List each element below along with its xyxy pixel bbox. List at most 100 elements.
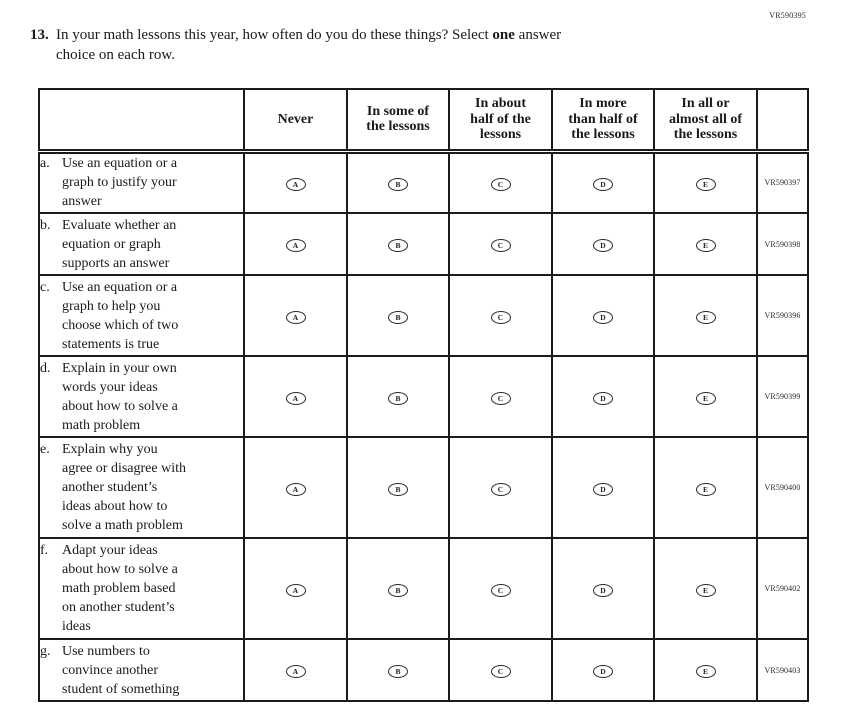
answer-cell-some: B [346, 212, 450, 276]
answer-cell-more-half: D [551, 355, 655, 438]
row-statement: f. Adapt your ideas about how to solve a… [38, 537, 245, 640]
row-code: VR590397 [756, 150, 809, 214]
header-all-or-almost-all: In all or almost all of the lessons [653, 88, 758, 154]
row-text: Use an equation or a graph to justify yo… [62, 156, 178, 210]
header-statement-blank [38, 88, 245, 154]
bubble-option-e[interactable]: E [695, 391, 716, 405]
question-number: 13. [30, 27, 49, 43]
table-row-e: e. Explain why you agree or disagree wit… [38, 436, 809, 539]
bubble-option-d[interactable]: D [593, 239, 613, 252]
bubble-option-b[interactable]: B [388, 665, 408, 678]
row-letter: b. [40, 217, 51, 233]
answer-cell-some: B [346, 274, 450, 357]
bubble-option-b[interactable]: B [388, 310, 408, 324]
bubble-option-b[interactable]: B [388, 177, 408, 191]
answer-cell-some: B [346, 638, 450, 702]
answer-cell-some: B [346, 436, 450, 539]
answer-cell-never: A [243, 212, 348, 276]
answer-cell-more-half: D [551, 537, 655, 640]
row-letter: d. [40, 360, 51, 376]
bubble-option-b[interactable]: B [388, 583, 408, 597]
bubble-option-d[interactable]: D [593, 391, 613, 405]
row-text: Use numbers to convince another student … [62, 643, 180, 697]
answer-cell-never: A [243, 537, 348, 640]
row-statement: d. Explain in your own words your ideas … [38, 355, 245, 438]
row-text: Explain why you agree or disagree with a… [62, 442, 186, 533]
header-code-blank [756, 88, 809, 154]
bubble-option-d[interactable]: D [593, 482, 613, 496]
table-row-c: c. Use an equation or a graph to help yo… [38, 274, 809, 357]
row-statement: g. Use numbers to convince another stude… [38, 638, 245, 702]
row-letter: f. [40, 543, 49, 558]
bubble-option-d[interactable]: D [593, 310, 613, 324]
answer-cell-never: A [243, 150, 348, 214]
bubble-option-d[interactable]: D [593, 665, 613, 678]
row-text: Use an equation or a graph to help you c… [62, 279, 179, 352]
bubble-option-e[interactable]: E [695, 177, 716, 191]
header-row: Never In some of the lessons In about ha… [38, 88, 809, 154]
answer-cell-about-half: C [448, 355, 553, 438]
bubble-option-c[interactable]: C [490, 177, 511, 191]
row-statement: a. Use an equation or a graph to justify… [38, 150, 245, 214]
frequency-matrix-table: Never In some of the lessons In about ha… [38, 88, 809, 702]
header-some-lessons: In some of the lessons [346, 88, 450, 154]
bubble-option-b[interactable]: B [388, 239, 408, 252]
form-code: VR590395 [769, 11, 806, 20]
answer-cell-all: E [653, 150, 758, 214]
answer-cell-all: E [653, 436, 758, 539]
row-code: VR590399 [756, 355, 809, 438]
row-letter: g. [40, 643, 51, 659]
bubble-option-c[interactable]: C [490, 665, 511, 678]
row-statement: c. Use an equation or a graph to help yo… [38, 274, 245, 357]
table-row-g: g. Use numbers to convince another stude… [38, 638, 809, 702]
row-text: Adapt your ideas about how to solve a ma… [62, 543, 178, 634]
row-text: Evaluate whether an equation or graph su… [62, 217, 177, 271]
row-statement: e. Explain why you agree or disagree wit… [38, 436, 245, 539]
table-row-d: d. Explain in your own words your ideas … [38, 355, 809, 438]
bubble-option-a[interactable]: A [285, 583, 306, 597]
bubble-option-c[interactable]: C [490, 310, 511, 324]
bubble-option-c[interactable]: C [490, 391, 511, 405]
bubble-option-a[interactable]: A [285, 391, 306, 405]
bubble-option-d[interactable]: D [593, 177, 613, 191]
bubble-option-e[interactable]: E [695, 310, 716, 324]
table-row-f: f. Adapt your ideas about how to solve a… [38, 537, 809, 640]
bubble-option-a[interactable]: A [285, 482, 306, 496]
header-more-than-half: In more than half of the lessons [551, 88, 655, 154]
row-letter: e. [40, 442, 50, 457]
bubble-option-e[interactable]: E [695, 665, 716, 678]
answer-cell-about-half: C [448, 436, 553, 539]
question-13: 13. In your math lessons this year, how … [30, 25, 730, 65]
answer-cell-about-half: C [448, 638, 553, 702]
bubble-option-a[interactable]: A [285, 239, 306, 252]
bubble-option-a[interactable]: A [285, 177, 306, 191]
table-row-a: a. Use an equation or a graph to justify… [38, 150, 809, 214]
row-code: VR590398 [756, 212, 809, 276]
bubble-option-b[interactable]: B [388, 391, 408, 405]
answer-cell-about-half: C [448, 537, 553, 640]
row-letter: a. [40, 156, 50, 172]
answer-cell-never: A [243, 638, 348, 702]
answer-cell-some: B [346, 537, 450, 640]
bubble-option-c[interactable]: C [490, 583, 511, 597]
bubble-option-c[interactable]: C [490, 239, 511, 252]
bubble-option-b[interactable]: B [388, 482, 408, 496]
bubble-option-a[interactable]: A [285, 310, 306, 324]
answer-cell-all: E [653, 212, 758, 276]
answer-cell-never: A [243, 436, 348, 539]
bubble-option-e[interactable]: E [695, 583, 716, 597]
bubble-option-d[interactable]: D [593, 583, 613, 597]
question-text-line2: choice on each row. [56, 47, 175, 63]
answer-cell-more-half: D [551, 274, 655, 357]
answer-cell-more-half: D [551, 212, 655, 276]
bubble-option-e[interactable]: E [695, 482, 716, 496]
bubble-option-e[interactable]: E [695, 239, 716, 252]
row-statement: b. Evaluate whether an equation or graph… [38, 212, 245, 276]
header-about-half: In about half of the lessons [448, 88, 553, 154]
answer-cell-more-half: D [551, 436, 655, 539]
answer-cell-all: E [653, 537, 758, 640]
question-text-pre: In your math lessons this year, how ofte… [56, 27, 493, 43]
bubble-option-c[interactable]: C [490, 482, 511, 496]
bubble-option-a[interactable]: A [285, 665, 306, 678]
